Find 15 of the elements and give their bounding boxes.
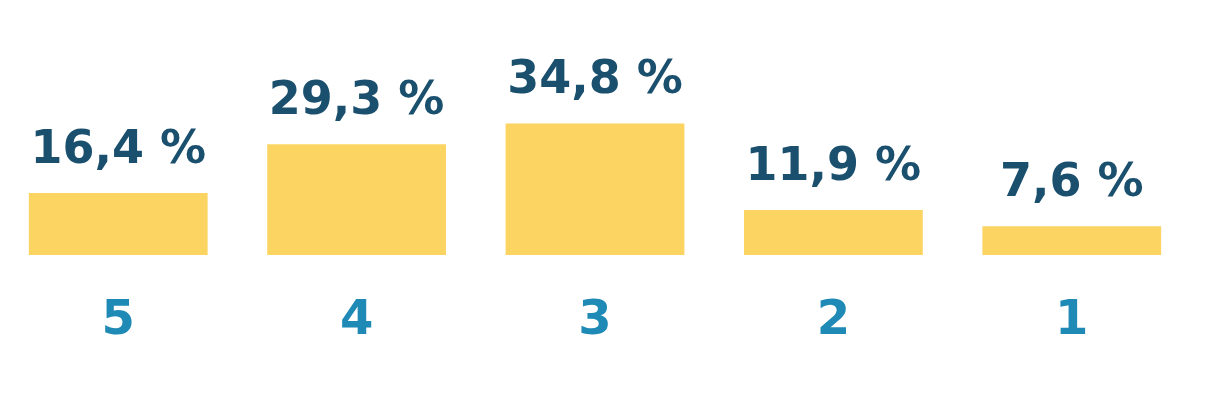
x-tick-label: 3 (578, 288, 612, 345)
x-tick-label: 5 (101, 288, 135, 345)
x-tick-label: 1 (1055, 288, 1089, 345)
data-label: 34,8 % (507, 50, 683, 105)
bar (982, 226, 1162, 255)
bar (267, 144, 447, 255)
data-label: 7,6 % (999, 153, 1144, 208)
data-label: 29,3 % (268, 71, 445, 126)
bar (28, 192, 208, 255)
bar (505, 123, 685, 255)
bar (743, 210, 923, 255)
data-label: 11,9 % (745, 137, 922, 192)
data-label: 16,4 % (30, 119, 207, 174)
x-tick-label: 2 (816, 288, 851, 345)
x-tick-label: 4 (339, 288, 374, 345)
